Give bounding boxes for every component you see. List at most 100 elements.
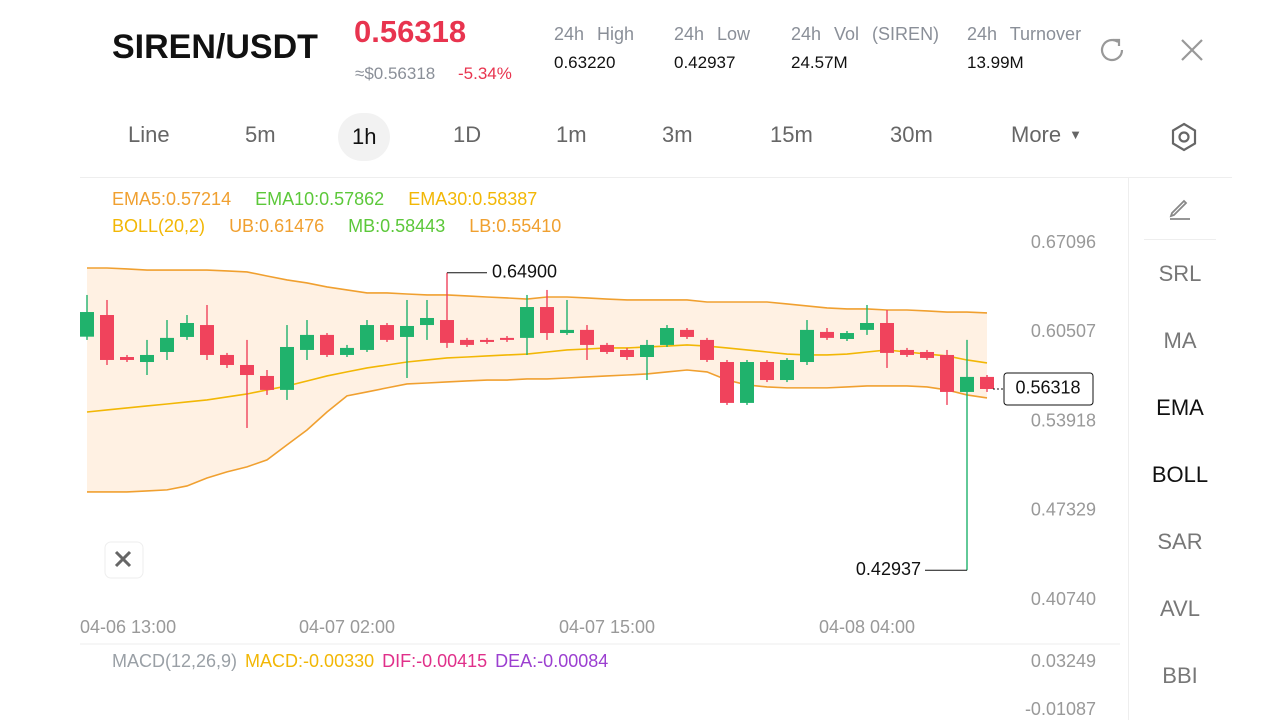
interval-tab[interactable]: Line bbox=[128, 122, 170, 147]
candle-body bbox=[840, 333, 854, 339]
stat-label: 24h Vol (SIREN) bbox=[791, 24, 940, 44]
interval-tab[interactable]: 3m bbox=[662, 122, 693, 147]
candle-body bbox=[760, 362, 774, 381]
stat-value: 0.42937 bbox=[674, 53, 736, 72]
close-button[interactable] bbox=[1176, 34, 1208, 66]
candle-body bbox=[260, 375, 274, 390]
legend-entry: LB:0.55410 bbox=[469, 216, 561, 236]
candle-body bbox=[740, 362, 754, 403]
legend-entry: EMA30:0.58387 bbox=[408, 189, 537, 209]
macd-legend: MACD(12,26,9) bbox=[112, 651, 237, 671]
candle-body bbox=[360, 325, 374, 350]
x-tick-label: 04-07 02:00 bbox=[299, 617, 395, 637]
candle-body bbox=[580, 329, 594, 345]
macd-tick-label: 0.03249 bbox=[1031, 651, 1096, 671]
indicator-line bbox=[87, 369, 988, 493]
candle-body bbox=[720, 362, 734, 403]
watermark bbox=[104, 541, 144, 579]
legend-entry: UB:0.61476 bbox=[229, 216, 324, 236]
candle-body bbox=[380, 325, 394, 340]
interval-tab[interactable]: 30m bbox=[890, 122, 933, 147]
indicator-item[interactable]: MA bbox=[1163, 328, 1197, 353]
candle-body bbox=[540, 307, 554, 334]
candle-body bbox=[620, 349, 634, 357]
y-tick-label: 0.40740 bbox=[1031, 589, 1096, 609]
draw-button[interactable] bbox=[1166, 195, 1194, 223]
chart: EMA5:0.57214 EMA10:0.57862 EMA30:0.58387 BO… bbox=[80, 189, 1120, 719]
candle-body bbox=[460, 339, 474, 345]
candle-body bbox=[200, 325, 214, 355]
x-tick-label: 04-07 15:00 bbox=[559, 617, 655, 637]
indicator-item[interactable]: EMA bbox=[1156, 395, 1204, 420]
candle-body bbox=[880, 322, 894, 353]
candle-body bbox=[140, 354, 154, 363]
interval-tab[interactable]: 1h bbox=[338, 113, 391, 161]
min-label: 0.42937 bbox=[856, 559, 921, 579]
divider bbox=[1128, 177, 1129, 720]
max-label: 0.64900 bbox=[492, 261, 557, 281]
candle-body bbox=[500, 337, 514, 340]
candle-body bbox=[160, 337, 174, 352]
settings-button[interactable] bbox=[1166, 119, 1202, 155]
usd-price: ≈$0.56318 bbox=[355, 64, 436, 83]
pair-title: SIREN/USDT bbox=[112, 28, 318, 66]
candle-body bbox=[340, 347, 354, 355]
candle-body bbox=[920, 351, 934, 358]
macd-legend: DEA:-0.00084 bbox=[495, 651, 608, 671]
legend-entry: EMA5:0.57214 bbox=[112, 189, 231, 209]
y-tick-label: 0.60507 bbox=[1031, 321, 1096, 341]
last-price-box bbox=[1003, 372, 1094, 406]
candle-body bbox=[700, 339, 714, 360]
y-tick-label: 0.67096 bbox=[1031, 232, 1096, 252]
candle-body bbox=[280, 346, 294, 390]
stat-label: 24h Turnover bbox=[967, 24, 1082, 44]
candle-body bbox=[180, 322, 194, 337]
candle-body bbox=[420, 317, 434, 326]
candle-body bbox=[980, 376, 994, 389]
divider bbox=[1144, 239, 1216, 240]
last-price: 0.56318 bbox=[354, 14, 467, 49]
interval-tab[interactable]: 1D bbox=[453, 122, 482, 147]
x-tick-label: 04-08 04:00 bbox=[819, 617, 915, 637]
candle-body bbox=[80, 312, 94, 337]
candle-body bbox=[480, 339, 494, 342]
interval-tab[interactable]: 15m bbox=[770, 122, 813, 147]
macd-tick-label: -0.01087 bbox=[1025, 699, 1096, 719]
macd-legend: DIF:-0.00415 bbox=[382, 651, 487, 671]
candle-body bbox=[860, 322, 874, 330]
y-tick-label: 0.47329 bbox=[1031, 500, 1096, 520]
divider bbox=[80, 177, 1232, 178]
x-tick-label: 04-06 13:00 bbox=[80, 617, 176, 637]
candle-body bbox=[680, 329, 694, 337]
candle-body bbox=[820, 331, 834, 338]
stat-label: 24h Low bbox=[674, 24, 751, 44]
candle-body bbox=[240, 364, 254, 376]
interval-tab[interactable]: 5m bbox=[245, 122, 276, 147]
candle-body bbox=[900, 349, 914, 355]
dropdown-arrow: ▼ bbox=[1069, 127, 1082, 142]
stat-value: 24.57M bbox=[791, 53, 848, 72]
stat-value: 13.99M bbox=[967, 53, 1024, 72]
indicator-line bbox=[87, 267, 988, 314]
interval-tab[interactable]: More ▼ bbox=[1011, 122, 1082, 147]
indicator-item[interactable]: SAR bbox=[1157, 529, 1203, 554]
indicator-line bbox=[86, 344, 988, 413]
indicator-item[interactable]: BOLL bbox=[1151, 462, 1209, 487]
candle-body bbox=[660, 328, 674, 345]
indicator-item[interactable]: SRL bbox=[1158, 261, 1202, 286]
indicator-item[interactable]: BBI bbox=[1162, 663, 1198, 688]
candle-body bbox=[120, 356, 134, 360]
refresh-button[interactable] bbox=[1096, 34, 1128, 66]
candle-body bbox=[300, 334, 314, 350]
legend-entry: EMA10:0.57862 bbox=[255, 189, 384, 209]
stat-label: 24h High bbox=[554, 24, 635, 44]
candle-body bbox=[600, 344, 614, 352]
candle-body bbox=[220, 354, 234, 365]
candle-body bbox=[940, 354, 954, 392]
candle-body bbox=[800, 329, 814, 363]
y-tick-label: 0.53918 bbox=[1031, 410, 1096, 430]
interval-tab[interactable]: 1m bbox=[556, 122, 587, 147]
indicator-item[interactable]: AVL bbox=[1160, 596, 1200, 621]
candle-body bbox=[520, 307, 534, 338]
